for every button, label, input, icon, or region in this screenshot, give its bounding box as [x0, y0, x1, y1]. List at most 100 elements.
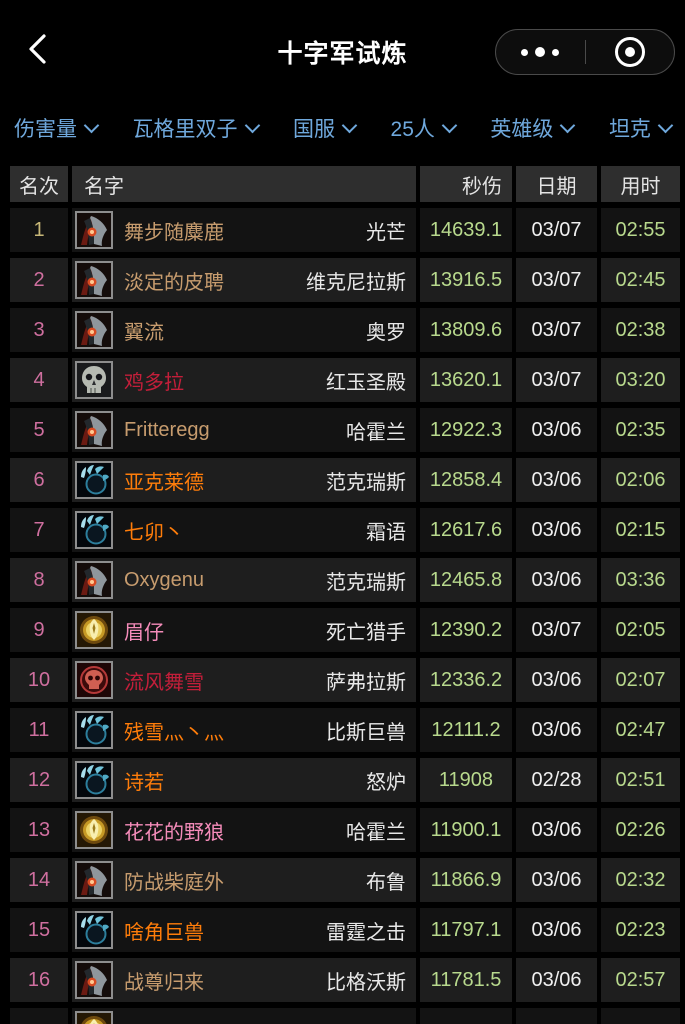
player-cell: 流风舞雪 萨弗拉斯 — [72, 658, 416, 702]
table-row[interactable]: 2 淡定的皮聘 维克尼拉斯 13916.5 03/07 02:45 — [10, 258, 680, 302]
filter-region-label: 国服 — [293, 118, 336, 141]
table-body: 1 舞步随麋鹿 光芒 14639.1 03/07 02:55 2 淡定的皮聘 维克尼拉斯 1391… — [10, 208, 680, 1024]
player-cell: 亚克莱德 范克瑞斯 — [72, 458, 416, 502]
leaderboard-table: 名次 名字 秒伤 日期 用时 1 舞步随麋鹿 光芒 14639.1 03/07 02:55… — [0, 160, 685, 1024]
filter-difficulty[interactable]: 英雄级 — [490, 113, 576, 143]
player-cell: 眉仔 死亡猎手 — [72, 608, 416, 652]
time-value: 02:26 — [601, 808, 680, 852]
table-row[interactable]: 10 流风舞雪 萨弗拉斯 12336.2 03/06 02:07 — [10, 658, 680, 702]
chevron-down-icon — [244, 117, 260, 133]
table-row[interactable]: 14 防战柴庭外 布鲁 11866.9 03/06 02:32 — [10, 858, 680, 902]
table-row[interactable]: 1 舞步随麋鹿 光芒 14639.1 03/07 02:55 — [10, 208, 680, 252]
table-row[interactable]: 3 翼流 奥罗 13809.6 03/07 02:38 — [10, 308, 680, 352]
server-name: 维克尼拉斯 — [306, 271, 406, 294]
deathknight-blood-icon — [75, 661, 113, 699]
player-cell: 花花的野狼 哈霍兰 — [72, 808, 416, 852]
time-value: 02:55 — [601, 208, 680, 252]
time-value: 03:36 — [601, 558, 680, 602]
rank-value: 5 — [10, 408, 68, 452]
table-row[interactable]: 9 眉仔 死亡猎手 12390.2 03/07 02:05 — [10, 608, 680, 652]
warrior-class-icon — [75, 311, 113, 349]
druid-paw-icon — [75, 761, 113, 799]
table-row[interactable]: 5 Fritteregg 哈霍兰 12922.3 03/06 02:35 — [10, 408, 680, 452]
rank-value: 8 — [10, 558, 68, 602]
time-value: 02:32 — [601, 858, 680, 902]
date-value: 03/07 — [516, 258, 597, 302]
rank-value: 4 — [10, 358, 68, 402]
player-cell: 鸡多拉 红玉圣殿 — [72, 358, 416, 402]
table-row[interactable]: 13 花花的野狼 哈霍兰 11900.1 03/06 02:26 — [10, 808, 680, 852]
rank-value: 13 — [10, 808, 68, 852]
dps-value — [420, 1008, 512, 1024]
server-name: 光芒 — [366, 221, 406, 244]
table-row[interactable]: 4 鸡多拉 红玉圣殿 13620.1 03/07 03:20 — [10, 358, 680, 402]
rank-value: 12 — [10, 758, 68, 802]
navbar: 十字军试炼 — [0, 0, 685, 96]
filter-raid-size-label: 25人 — [390, 118, 435, 141]
warrior-class-icon — [75, 861, 113, 899]
chevron-down-icon — [341, 117, 358, 133]
chevron-left-icon — [22, 34, 54, 70]
paladin-gold-icon — [75, 611, 113, 649]
table-row[interactable]: 11 残雪灬丶灬 比斯巨兽 12111.2 03/06 02:47 — [10, 708, 680, 752]
filter-boss[interactable]: 瓦格里双子 — [133, 113, 260, 143]
more-menu-button[interactable] — [496, 30, 585, 74]
server-name: 哈霍兰 — [346, 821, 406, 844]
dps-value: 12617.6 — [420, 508, 512, 552]
time-value: 02:07 — [601, 658, 680, 702]
server-name: 霜语 — [366, 521, 406, 544]
filter-region[interactable]: 国服 — [293, 113, 358, 143]
date-value: 03/06 — [516, 458, 597, 502]
server-name: 比格沃斯 — [326, 971, 406, 994]
filter-role-label: 坦克 — [608, 118, 651, 141]
time-value: 02:05 — [601, 608, 680, 652]
table-row[interactable]: 6 亚克莱德 范克瑞斯 12858.4 03/06 02:06 — [10, 458, 680, 502]
back-button[interactable] — [22, 32, 54, 66]
player-cell: 翼流 奥罗 — [72, 308, 416, 352]
player-name: Fritteregg — [124, 418, 210, 441]
player-name: 舞步随麋鹿 — [124, 221, 224, 244]
time-value: 02:38 — [601, 308, 680, 352]
player-cell: 战尊归来 比格沃斯 — [72, 958, 416, 1002]
druid-paw-icon — [75, 511, 113, 549]
time-value: 02:45 — [601, 258, 680, 302]
filter-difficulty-label: 英雄级 — [490, 118, 554, 141]
close-minimize-button[interactable] — [586, 30, 675, 74]
rank-value: 15 — [10, 908, 68, 952]
date-value: 03/07 — [516, 358, 597, 402]
player-cell: Fritteregg 哈霍兰 — [72, 408, 416, 452]
server-name: 范克瑞斯 — [326, 571, 406, 594]
dps-value: 12858.4 — [420, 458, 512, 502]
dps-value: 12922.3 — [420, 408, 512, 452]
miniprogram-capsule — [495, 29, 675, 75]
druid-paw-icon — [75, 461, 113, 499]
table-row[interactable]: 8 Oxygenu 范克瑞斯 12465.8 03/06 03:36 — [10, 558, 680, 602]
filter-raid-size[interactable]: 25人 — [390, 113, 458, 143]
deathknight-skull-icon — [75, 361, 113, 399]
table-row[interactable]: 16 战尊归来 比格沃斯 11781.5 03/06 02:57 — [10, 958, 680, 1002]
player-name: 流风舞雪 — [124, 671, 204, 694]
dps-value: 11797.1 — [420, 908, 512, 952]
table-row-partial[interactable] — [10, 1008, 680, 1024]
table-row[interactable]: 7 七卯丶 霜语 12617.6 03/06 02:15 — [10, 508, 680, 552]
filter-role[interactable]: 坦克 — [608, 113, 674, 143]
server-name: 红玉圣殿 — [326, 371, 406, 394]
dps-value: 12390.2 — [420, 608, 512, 652]
chevron-down-icon — [83, 117, 100, 133]
rank-value: 9 — [10, 608, 68, 652]
rank-value: 1 — [10, 208, 68, 252]
table-row[interactable]: 12 诗若 怒炉 11908 02/28 02:51 — [10, 758, 680, 802]
filter-metric-label: 伤害量 — [14, 118, 77, 141]
time-value: 02:57 — [601, 958, 680, 1002]
date-value — [516, 1008, 597, 1024]
filter-metric[interactable]: 伤害量 — [14, 113, 100, 143]
player-cell: 诗若 怒炉 — [72, 758, 416, 802]
server-name: 怒炉 — [366, 771, 406, 794]
date-value: 03/06 — [516, 658, 597, 702]
warrior-class-icon — [75, 411, 113, 449]
table-row[interactable]: 15 啥角巨兽 雷霆之击 11797.1 03/06 02:23 — [10, 908, 680, 952]
server-name: 比斯巨兽 — [326, 721, 406, 744]
time-value: 02:51 — [601, 758, 680, 802]
warrior-class-icon — [75, 261, 113, 299]
dps-value: 11900.1 — [420, 808, 512, 852]
